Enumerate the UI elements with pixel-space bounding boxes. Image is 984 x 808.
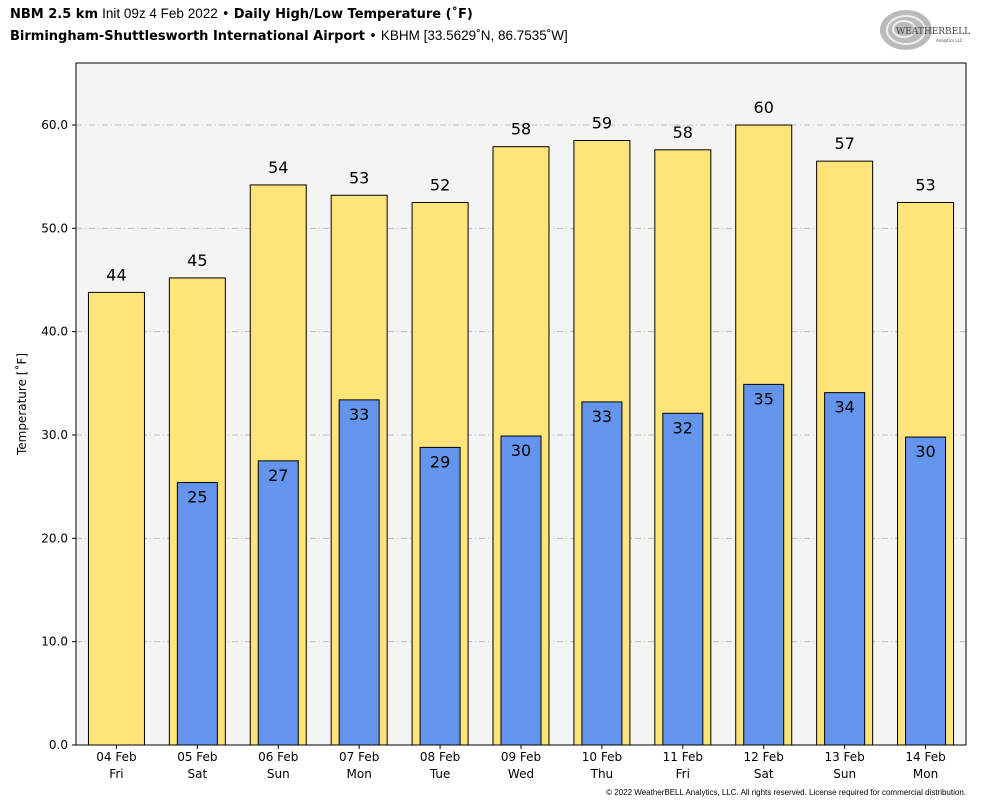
high-temp-bar [87, 291, 145, 746]
low-temp-label: 25 [187, 488, 207, 507]
x-tick-date: 09 Feb [501, 750, 541, 764]
high-temp-label: 44 [106, 265, 126, 284]
x-tick-date: 13 Feb [824, 750, 864, 764]
station-info: KBHM [33.5629˚N, 86.7535˚W] [380, 28, 568, 43]
x-tick-weekday: Fri [109, 767, 123, 781]
separator: • [221, 7, 230, 22]
low-temp-bar [419, 446, 461, 746]
x-tick-date: 12 Feb [744, 750, 784, 764]
high-temp-label: 53 [349, 168, 369, 187]
copyright-footer: © 2022 WeatherBELL Analytics, LLC. All r… [606, 788, 966, 797]
low-temp-bar [338, 399, 380, 746]
x-tick-weekday: Mon [913, 767, 938, 781]
x-tick-date: 10 Feb [582, 750, 622, 764]
low-temp-bar [257, 460, 299, 746]
x-tick-date: 04 Feb [96, 750, 136, 764]
x-tick-date: 08 Feb [420, 750, 460, 764]
low-temp-label: 35 [754, 389, 774, 408]
x-tick-weekday: Sun [267, 767, 290, 781]
x-tick-weekday: Sun [833, 767, 856, 781]
product-title: Daily High/Low Temperature (˚F) [233, 7, 473, 22]
low-temp-label: 30 [915, 442, 935, 461]
y-tick-label: 30.0 [41, 428, 68, 442]
low-temp-label: 32 [673, 418, 693, 437]
chart-title-line-2: Birmingham-Shuttlesworth International A… [10, 28, 568, 44]
y-tick-label: 40.0 [41, 325, 68, 339]
x-tick-date: 14 Feb [905, 750, 945, 764]
x-tick-date: 05 Feb [177, 750, 217, 764]
x-tick-weekday: Sat [188, 767, 208, 781]
high-temp-label: 53 [915, 176, 935, 195]
y-tick-label: 60.0 [41, 118, 68, 132]
x-tick-weekday: Mon [347, 767, 372, 781]
x-tick-date: 06 Feb [258, 750, 298, 764]
high-temp-label: 58 [673, 123, 693, 142]
low-temp-label: 33 [592, 407, 612, 426]
low-temp-label: 27 [268, 466, 288, 485]
x-tick-weekday: Wed [508, 767, 534, 781]
svg-text:Analytics LLC: Analytics LLC [936, 38, 963, 43]
high-temp-label: 59 [592, 114, 612, 133]
x-tick-date: 11 Feb [663, 750, 703, 764]
x-tick-weekday: Sat [754, 767, 774, 781]
y-tick-label: 50.0 [41, 221, 68, 235]
y-axis-label: Temperature [˚F] [14, 353, 29, 456]
x-tick-date: 07 Feb [339, 750, 379, 764]
high-temp-label: 60 [754, 98, 774, 117]
y-tick-label: 0.0 [49, 738, 68, 752]
low-temp-bar [824, 392, 866, 746]
separator: • [369, 29, 377, 44]
x-tick-weekday: Fri [676, 767, 690, 781]
location-name: Birmingham-Shuttlesworth International A… [10, 29, 365, 44]
high-temp-label: 57 [834, 134, 854, 153]
low-temp-bar [905, 436, 947, 746]
high-temp-label: 58 [511, 120, 531, 139]
y-tick-label: 10.0 [41, 635, 68, 649]
high-temp-label: 54 [268, 158, 288, 177]
low-temp-label: 33 [349, 405, 369, 424]
low-temp-label: 29 [430, 452, 450, 471]
low-temp-bar [581, 401, 623, 746]
svg-text:WEATHERBELL: WEATHERBELL [896, 27, 970, 37]
weatherbell-logo: WEATHERBELL Analytics LLC [876, 6, 970, 54]
low-temp-bar [743, 383, 785, 746]
x-tick-weekday: Tue [429, 767, 451, 781]
high-temp-label: 45 [187, 251, 207, 270]
high-temp-label: 52 [430, 176, 450, 195]
low-temp-bar [176, 482, 218, 746]
low-temp-label: 30 [511, 441, 531, 460]
init-time: Init 09z 4 Feb 2022 [102, 6, 218, 21]
low-temp-label: 34 [834, 398, 854, 417]
x-tick-weekday: Thu [590, 767, 614, 781]
y-tick-label: 20.0 [41, 531, 68, 545]
model-name: NBM 2.5 km [10, 7, 98, 22]
chart-title-line-1: NBM 2.5 km Init 09z 4 Feb 2022 • Daily H… [10, 6, 473, 22]
low-temp-bar [500, 435, 542, 746]
low-temp-bar [662, 412, 704, 746]
